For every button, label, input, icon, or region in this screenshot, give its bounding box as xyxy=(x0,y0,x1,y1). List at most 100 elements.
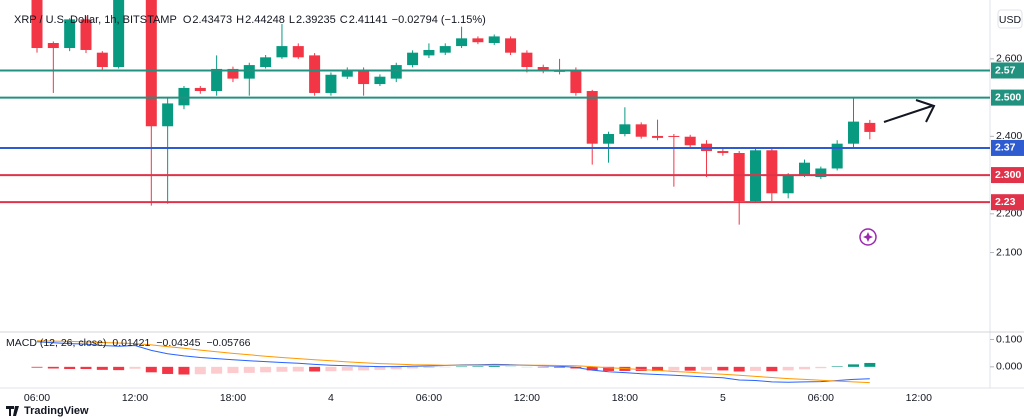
macd-title: MACD (12, 26, close) xyxy=(6,337,106,349)
candle-body xyxy=(456,38,468,47)
candle-body xyxy=(276,46,288,58)
candle-body xyxy=(341,69,353,77)
candle-body xyxy=(292,46,304,58)
macd-histogram-bar xyxy=(831,366,843,367)
candle-body xyxy=(782,175,794,194)
candle-body xyxy=(815,168,827,178)
candle-body xyxy=(113,0,125,68)
macd-histogram-bar xyxy=(766,366,778,372)
macd-histogram-bar xyxy=(80,366,92,370)
candle-body xyxy=(488,36,500,43)
candle-body xyxy=(848,121,859,144)
candle-body xyxy=(521,52,533,68)
candle-body xyxy=(423,49,435,56)
macd-histogram-bar xyxy=(211,366,223,374)
candle-body xyxy=(64,19,76,49)
macd-legend-value: −0.05766 xyxy=(206,337,250,349)
ohlc-value: 2.43473 xyxy=(192,14,232,26)
macd-histogram-bar xyxy=(456,366,468,368)
macd-histogram-bar xyxy=(603,366,615,371)
brand-logo xyxy=(6,406,19,416)
y-tick-label: 0.100 xyxy=(996,333,1022,345)
ohlc-change: −0.02794 (−1.15%) xyxy=(392,14,486,26)
macd-histogram-bar xyxy=(178,366,190,375)
brand-label: TradingView xyxy=(24,405,89,417)
macd-histogram-bar xyxy=(537,366,549,368)
macd-histogram-bar xyxy=(668,366,680,371)
candle-body xyxy=(47,42,59,49)
macd-histogram-bar xyxy=(358,366,370,371)
candle-body xyxy=(570,69,582,93)
macd-histogram-bar xyxy=(194,366,206,375)
candle-body xyxy=(733,152,745,202)
candle-body xyxy=(31,0,43,49)
level-label: 2.57 xyxy=(995,64,1016,76)
candle-body xyxy=(358,69,370,85)
candle-body xyxy=(635,124,647,137)
ohlc-label: O xyxy=(183,14,192,26)
currency-label: USD xyxy=(999,14,1022,26)
x-tick-label: 12:00 xyxy=(514,392,540,404)
macd-histogram-bar xyxy=(96,366,108,370)
candle-body xyxy=(439,46,451,53)
y-tick-label: 0.000 xyxy=(996,361,1022,373)
alert-icon[interactable] xyxy=(859,228,877,246)
macd-histogram-bar xyxy=(684,366,696,371)
y-tick-label: 2.600 xyxy=(996,53,1022,65)
macd-histogram-bar xyxy=(782,366,794,371)
candle-body xyxy=(80,19,92,50)
x-tick-label: 18:00 xyxy=(220,392,246,404)
candle-body xyxy=(603,134,615,144)
x-tick-label: 06:00 xyxy=(416,392,442,404)
macd-histogram-bar xyxy=(64,366,76,370)
macd-histogram-bar xyxy=(750,366,762,371)
macd-histogram-bar xyxy=(341,366,353,371)
candle-body xyxy=(766,150,778,194)
ohlc-label: H xyxy=(236,14,244,26)
x-tick-label: 12:00 xyxy=(906,392,932,404)
candle-body xyxy=(586,91,598,144)
price-pane xyxy=(0,0,990,225)
x-tick-label: 18:00 xyxy=(612,392,638,404)
macd-histogram-bar xyxy=(848,364,859,367)
level-label-box xyxy=(991,139,1024,156)
macd-histogram-bar xyxy=(145,366,157,373)
macd-legend-value: 0.01421 xyxy=(112,337,150,349)
macd-histogram-bar xyxy=(260,366,272,373)
candle-body xyxy=(407,52,419,66)
level-label-box xyxy=(991,62,1024,79)
macd-histogram-bar xyxy=(309,366,321,372)
candle-body xyxy=(831,143,843,169)
level-label-box xyxy=(991,167,1024,184)
candle-body xyxy=(243,65,255,79)
level-label-box xyxy=(991,194,1024,211)
candle-body xyxy=(619,124,631,135)
macd-histogram-bar xyxy=(276,366,288,372)
level-label-box xyxy=(991,89,1024,106)
x-tick-label: 06:00 xyxy=(808,392,834,404)
macd-histogram-bar xyxy=(586,366,598,371)
annotation-arrow xyxy=(883,99,936,123)
candle-body xyxy=(472,38,484,43)
macd-histogram-bar xyxy=(31,366,43,368)
macd-line xyxy=(36,340,870,384)
candle-body xyxy=(211,68,223,92)
candle-body xyxy=(668,135,680,137)
candle-body xyxy=(309,55,321,93)
currency-box xyxy=(997,9,1023,29)
ohlc-label: C xyxy=(340,14,348,26)
symbol-title: XRP / U.S. Dollar, 1h, BITSTAMP xyxy=(14,14,177,26)
level-label: 2.500 xyxy=(995,91,1021,103)
macd-histogram-bar xyxy=(439,366,451,368)
candle-body xyxy=(505,38,517,53)
macd-histogram-bar xyxy=(521,366,533,368)
macd-histogram-bar xyxy=(325,366,337,372)
candle-body xyxy=(717,151,729,153)
macd-histogram-bar xyxy=(652,366,664,371)
candle-body xyxy=(684,136,696,146)
macd-pane xyxy=(31,340,876,384)
y-tick-label: 2.100 xyxy=(996,246,1022,258)
candle-body xyxy=(652,135,664,138)
